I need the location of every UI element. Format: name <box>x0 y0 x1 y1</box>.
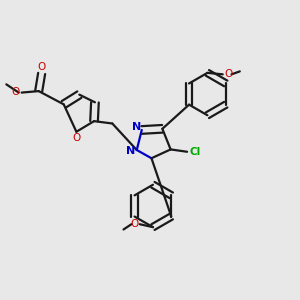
Text: N: N <box>132 122 141 132</box>
Text: O: O <box>12 87 20 97</box>
Text: O: O <box>72 133 80 142</box>
Text: N: N <box>126 146 136 157</box>
Text: O: O <box>130 219 139 229</box>
Text: O: O <box>38 62 46 72</box>
Text: Cl: Cl <box>189 147 200 157</box>
Text: O: O <box>224 69 232 79</box>
